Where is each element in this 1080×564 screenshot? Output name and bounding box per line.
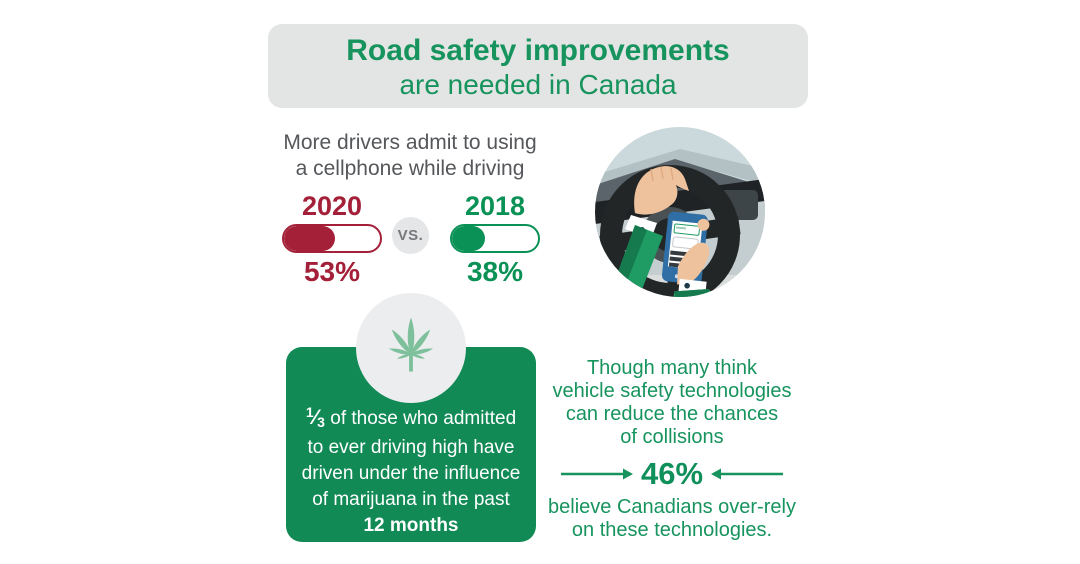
stat-2020-pill-gauge [282,224,382,253]
marijuana-line4: of marijuana in the past [312,489,510,510]
stat-2020-group: 2020 53% [282,192,382,287]
technology-stat-block: Though many think vehicle safety technol… [537,357,807,542]
stat-2018-pill-fill [452,226,485,251]
marijuana-stat-box: 1⁄3 of those who admitted to ever drivin… [286,347,536,542]
tech-line2: vehicle safety technologies [552,380,792,402]
tech-line6: on these technologies. [571,519,773,541]
tech-line3: can reduce the chances [565,403,779,425]
header-banner: Road safety improvements are needed in C… [268,24,808,108]
driver-right-sleeve [669,278,720,297]
stat-2018-year: 2018 [464,191,526,221]
driver-texting-illustration [595,127,765,297]
marijuana-leaf-icon [388,317,434,372]
vs-badge: VS. [392,217,429,254]
tech-line1: Though many think [586,357,758,379]
marijuana-line2: to ever driving high have [307,437,515,458]
marijuana-line3: driven under the influence [301,463,521,484]
tech-stat-value: 46% [640,456,704,491]
stat-2020-year: 2020 [301,191,363,221]
page-subtitle: are needed in Canada [399,69,677,100]
phone-in-hand [661,211,710,285]
cellphone-heading-line2: a cellphone while driving [295,157,525,180]
marijuana-stat-text: 1⁄3 of those who admitted to ever drivin… [292,399,530,539]
cellphone-heading-line1: More drivers admit to using [283,131,537,154]
arrow-value-row: 46% [537,458,807,490]
page-title: Road safety improvements [346,34,730,67]
left-arrow-icon [711,468,784,480]
marijuana-leaf-badge [356,293,466,403]
one-third-fraction: 1⁄3 [305,404,325,430]
stat-2018-group: 2018 38% [450,192,540,287]
stat-2018-pill-gauge [450,224,540,253]
stat-2018-value: 38% [466,256,524,287]
cellphone-stat-heading: More drivers admit to using a cellphone … [270,130,550,182]
tech-line5: believe Canadians over-rely [548,496,796,518]
tech-line4: of collisions [620,426,724,448]
right-arrow-icon [560,468,633,480]
marijuana-line5-bold: 12 months [363,515,459,536]
marijuana-line1: of those who admitted [324,408,517,429]
stat-2020-value: 53% [303,256,361,287]
stat-2020-pill-fill [284,226,335,251]
